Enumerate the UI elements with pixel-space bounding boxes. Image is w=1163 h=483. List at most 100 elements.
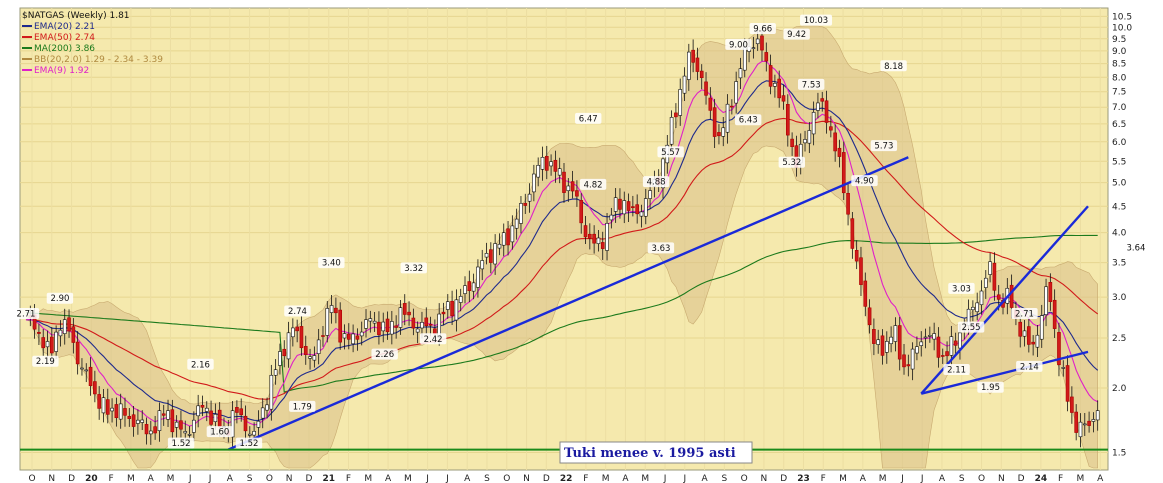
candle-body [626, 201, 631, 211]
candle-body [936, 336, 941, 358]
candle-body [67, 317, 71, 332]
x-tick-label: J [682, 474, 686, 483]
annotation-bg [870, 140, 898, 152]
annotation-text: 3.03 [952, 284, 971, 294]
candle-body [50, 336, 54, 354]
price-annotation: 9.42 [783, 28, 810, 40]
candle-body [643, 198, 648, 217]
candle-body [308, 356, 312, 359]
y-tick-label: 2.0 [1112, 384, 1127, 394]
candle-body [58, 329, 63, 337]
candle-body [84, 369, 89, 372]
candle-body [174, 421, 179, 428]
candlestick-layer [28, 28, 1100, 448]
candle-body [1070, 396, 1074, 413]
candle-body [1095, 410, 1100, 421]
x-tick-label: S [722, 474, 728, 483]
candle-body [467, 281, 472, 291]
candle-body [884, 341, 889, 353]
candle-body [166, 410, 170, 420]
annotation-text: 5.32 [782, 158, 801, 168]
candle-body [265, 404, 269, 411]
candle-body [983, 277, 988, 288]
x-tick-label: M [404, 474, 412, 483]
candle-body [704, 81, 708, 96]
candle-body [256, 420, 261, 428]
price-annotation: 2.26 [371, 348, 398, 360]
candle-body [295, 326, 299, 332]
candle-body [790, 138, 794, 147]
x-tick-label: 21 [322, 474, 335, 483]
trendline-layer [227, 156, 1089, 451]
candle-body [712, 107, 717, 137]
annotation-bg [1122, 241, 1150, 253]
candle-body [45, 341, 50, 348]
candle-body [127, 415, 132, 419]
annotation-text: 4.82 [584, 180, 603, 190]
candle-body [876, 339, 880, 345]
x-tick-label: F [821, 474, 826, 483]
candle-body [273, 369, 278, 376]
candle-body [579, 200, 584, 224]
candle-body [953, 340, 958, 346]
price-annotation: 3.03 [948, 282, 975, 294]
annotation-bg [289, 400, 316, 412]
annotation-bg [783, 28, 810, 40]
y-tick-label: 10.0 [1112, 23, 1132, 33]
y-tick-label: 4.5 [1112, 202, 1126, 212]
annotation-text: 1.52 [239, 439, 258, 449]
annotation-bg [851, 175, 878, 187]
candle-body [837, 147, 842, 157]
x-tick-label: M [127, 474, 135, 483]
candle-body [829, 126, 833, 131]
annotation-text: 2.71 [17, 309, 36, 319]
x-tick-label: A [1097, 474, 1104, 483]
candle-body [695, 57, 700, 72]
candle-body [755, 38, 760, 45]
annotation-text: 2.74 [288, 307, 307, 317]
candle-body [1091, 419, 1096, 422]
candle-body [402, 303, 407, 315]
price-annotation: 2.11 [943, 364, 970, 376]
candle-body [179, 420, 183, 430]
annotation-bg [46, 292, 74, 304]
candle-body [377, 321, 381, 336]
ema20-line [25, 80, 1099, 421]
candle-body [123, 408, 127, 416]
annotation-text: 2.90 [50, 294, 69, 304]
x-tick-label: M [641, 474, 649, 483]
candle-body [209, 410, 213, 425]
legend-label: EMA(9) 1.92 [34, 66, 89, 76]
candle-body [161, 413, 166, 416]
candle-body [355, 335, 360, 340]
candle-body [872, 329, 876, 344]
candle-body [824, 100, 829, 123]
x-tick-label: D [1018, 474, 1025, 483]
candle-body [906, 364, 911, 367]
candle-body [669, 117, 674, 145]
legend: $NATGAS (Weekly) 1.81 EMA(20) 2.21EMA(50… [22, 11, 163, 76]
annotation-text: 3.40 [322, 259, 341, 269]
candle-body [867, 307, 872, 326]
y-tick-label: 8.5 [1112, 60, 1126, 70]
axis-layer: 10.510.0 9.5 9.0 8.5 8.0 7.5 7.0 6.5 6.0 5.5 5.0 4.… [20, 12, 1132, 483]
x-tick-label: 23 [797, 474, 810, 483]
candle-body [803, 139, 807, 144]
annotation-text: 3.32 [404, 264, 423, 274]
x-tick-label: J [188, 474, 192, 483]
x-tick-label: N [286, 474, 293, 483]
candle-body [248, 433, 252, 436]
candle-body [1061, 367, 1066, 369]
annotation-bg [657, 146, 684, 158]
candle-body [687, 51, 691, 80]
candle-body [136, 419, 140, 424]
candle-body [196, 405, 200, 417]
annotation-text: 3.64 [1126, 243, 1145, 253]
candle-body [187, 434, 192, 436]
candle-body [1057, 332, 1061, 366]
candle-body [153, 426, 157, 434]
candle-body [725, 103, 730, 133]
candle-body [1082, 423, 1087, 426]
legend-label: EMA(50) 2.74 [34, 33, 95, 43]
